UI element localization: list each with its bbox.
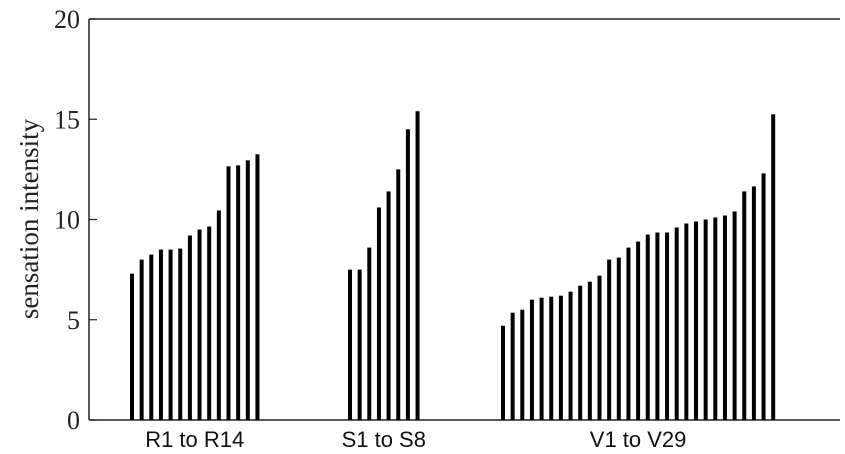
- y-tick-label: 20: [54, 5, 80, 34]
- bar: [386, 191, 391, 420]
- bar: [684, 223, 689, 420]
- bar: [197, 229, 202, 420]
- bar: [597, 275, 602, 420]
- bar: [694, 221, 698, 420]
- bar: [187, 235, 192, 420]
- bar: [415, 111, 420, 420]
- bar: [616, 257, 621, 420]
- group-label: S1 to S8: [342, 427, 426, 452]
- bar: [405, 129, 410, 420]
- bar: [578, 285, 583, 420]
- bar: [226, 166, 231, 420]
- bar: [255, 154, 260, 420]
- bar: [510, 312, 515, 420]
- y-axis-label: sensation intensity: [14, 118, 44, 319]
- bar: [539, 297, 544, 420]
- bar: [568, 291, 573, 420]
- bar: [158, 249, 163, 420]
- bar: [207, 226, 212, 420]
- group-label: R1 to R14: [145, 427, 244, 452]
- bar: [357, 269, 362, 420]
- bar: [501, 325, 505, 420]
- bar: [376, 207, 381, 420]
- group-label: V1 to V29: [590, 427, 687, 452]
- bar: [529, 299, 534, 420]
- y-axis-ticks: 0 5 10 15 20: [54, 5, 97, 435]
- bar: [761, 173, 766, 420]
- bar: [665, 232, 670, 420]
- group-labels: R1 to R14 S1 to S8 V1 to V29: [145, 427, 686, 452]
- bar: [636, 241, 641, 420]
- bar: [178, 248, 183, 420]
- y-tick-label: 15: [54, 105, 80, 134]
- bar: [655, 232, 660, 420]
- bar: [149, 254, 154, 420]
- bar: [703, 219, 708, 420]
- y-tick-label: 10: [54, 206, 80, 235]
- bar: [607, 259, 612, 420]
- bar: [130, 273, 134, 420]
- bar: [771, 114, 776, 421]
- bar: [742, 191, 747, 420]
- bar: [396, 169, 401, 420]
- bar: [367, 247, 372, 420]
- bar: [348, 269, 352, 420]
- bar: [645, 234, 650, 420]
- bar: [732, 211, 737, 420]
- bar: [558, 295, 563, 420]
- bar: [722, 215, 727, 420]
- bar: [245, 160, 250, 421]
- bar: [674, 227, 679, 420]
- bar: [751, 186, 756, 420]
- bar: [236, 165, 241, 420]
- bar: [520, 309, 525, 420]
- bar: [587, 281, 592, 420]
- bar: [168, 249, 173, 420]
- bar: [549, 296, 554, 420]
- bar: [626, 247, 631, 420]
- y-tick-label: 0: [67, 406, 80, 435]
- bar: [216, 210, 221, 420]
- bars: [130, 111, 776, 421]
- bar: [139, 259, 144, 420]
- plot-frame: [88, 18, 840, 421]
- bar: [713, 217, 718, 420]
- y-tick-label: 5: [67, 306, 80, 335]
